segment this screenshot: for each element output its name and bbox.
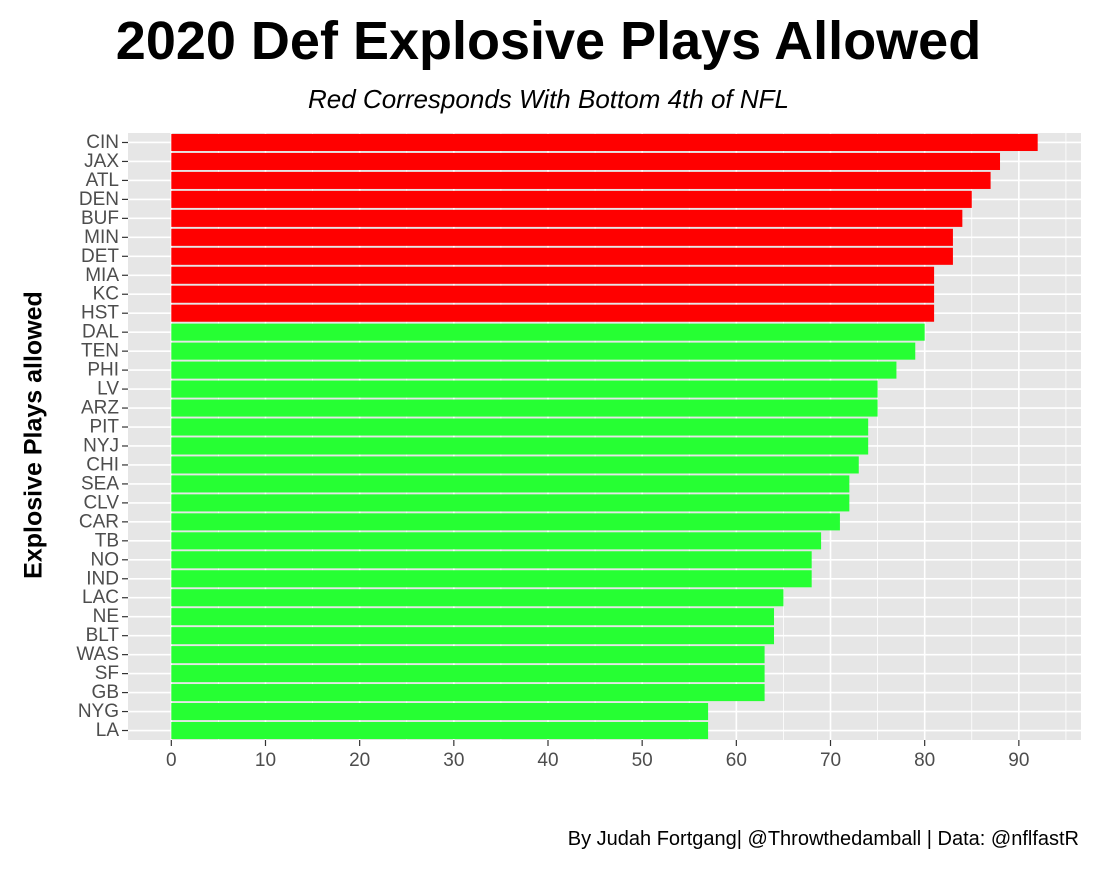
bar-was (171, 646, 765, 664)
y-tick-label: NE (93, 606, 119, 627)
chart-subtitle: Red Corresponds With Bottom 4th of NFL (308, 84, 789, 114)
y-tick-label: WAS (76, 644, 119, 665)
bar-lv (171, 380, 878, 398)
y-tick-label: LV (97, 379, 119, 400)
bar-ind (171, 570, 812, 588)
y-tick-label: PIT (89, 417, 119, 438)
bar-min (171, 228, 953, 246)
y-tick-label: DAL (82, 322, 119, 343)
bar-det (171, 247, 953, 265)
bar-kc (171, 285, 935, 303)
bar-no (171, 551, 812, 569)
x-tick-label: 40 (537, 750, 558, 771)
y-tick-label: DEN (79, 189, 119, 210)
y-tick-label: TB (95, 530, 119, 551)
bar-ten (171, 342, 916, 360)
y-tick-label: CIN (86, 132, 119, 153)
bar-tb (171, 532, 822, 550)
y-tick-label: BLT (86, 625, 120, 646)
bar-jax (171, 152, 1001, 170)
y-tick-label: CAR (79, 511, 119, 532)
bar-mia (171, 266, 935, 284)
y-tick-label: JAX (84, 151, 119, 172)
bar-atl (171, 171, 991, 189)
bar-ne (171, 608, 775, 626)
chart-title: 2020 Def Explosive Plays Allowed (115, 11, 982, 71)
bar-lac (171, 589, 784, 607)
x-tick-label: 20 (349, 750, 370, 771)
y-tick-label: HST (81, 303, 119, 324)
y-tick-label: NYG (78, 701, 119, 722)
y-tick-label: KC (93, 284, 119, 305)
x-tick-label: 90 (1008, 750, 1029, 771)
bar-buf (171, 209, 963, 227)
bar-nyj (171, 437, 869, 455)
bar-dal (171, 323, 925, 341)
bar-blt (171, 627, 775, 645)
bar-cin (171, 133, 1038, 152)
bar-car (171, 513, 840, 531)
y-tick-label: IND (86, 568, 119, 589)
y-tick-label: ATL (86, 170, 119, 191)
y-tick-label: NYJ (83, 435, 119, 456)
y-tick-label: LA (96, 720, 120, 741)
bar-pit (171, 418, 869, 436)
y-tick-label: CLV (83, 492, 119, 513)
y-tick-label: DET (81, 246, 119, 267)
bar-sea (171, 475, 850, 493)
y-tick-label: TEN (81, 341, 119, 362)
y-tick-label: MIA (85, 265, 119, 286)
bar-la (171, 721, 709, 740)
bar-arz (171, 399, 878, 417)
x-tick-label: 50 (632, 750, 653, 771)
y-tick-label: SF (95, 663, 119, 684)
bar-den (171, 190, 972, 208)
y-tick-label: BUF (81, 208, 119, 229)
y-tick-label: PHI (87, 360, 119, 381)
bar-hst (171, 304, 935, 322)
x-tick-label: 60 (726, 750, 747, 771)
x-tick-label: 30 (443, 750, 464, 771)
x-tick-label: 0 (166, 750, 177, 771)
chart-caption: By Judah Fortgang| @Throwthedamball | Da… (567, 828, 1079, 850)
y-tick-label: GB (92, 682, 119, 703)
y-tick-label: ARZ (81, 398, 119, 419)
x-tick-label: 70 (820, 750, 841, 771)
bar-nyg (171, 703, 709, 721)
bar-phi (171, 361, 897, 379)
bar-gb (171, 684, 765, 702)
y-tick-label: MIN (84, 227, 119, 248)
y-tick-label: LAC (82, 587, 119, 608)
y-tick-label: NO (91, 549, 120, 570)
bar-chi (171, 456, 859, 474)
x-tick-label: 80 (914, 750, 935, 771)
bar-sf (171, 665, 765, 683)
x-tick-label: 10 (255, 750, 276, 771)
y-tick-label: CHI (86, 454, 119, 475)
y-tick-label: SEA (81, 473, 119, 494)
bar-clv (171, 494, 850, 512)
